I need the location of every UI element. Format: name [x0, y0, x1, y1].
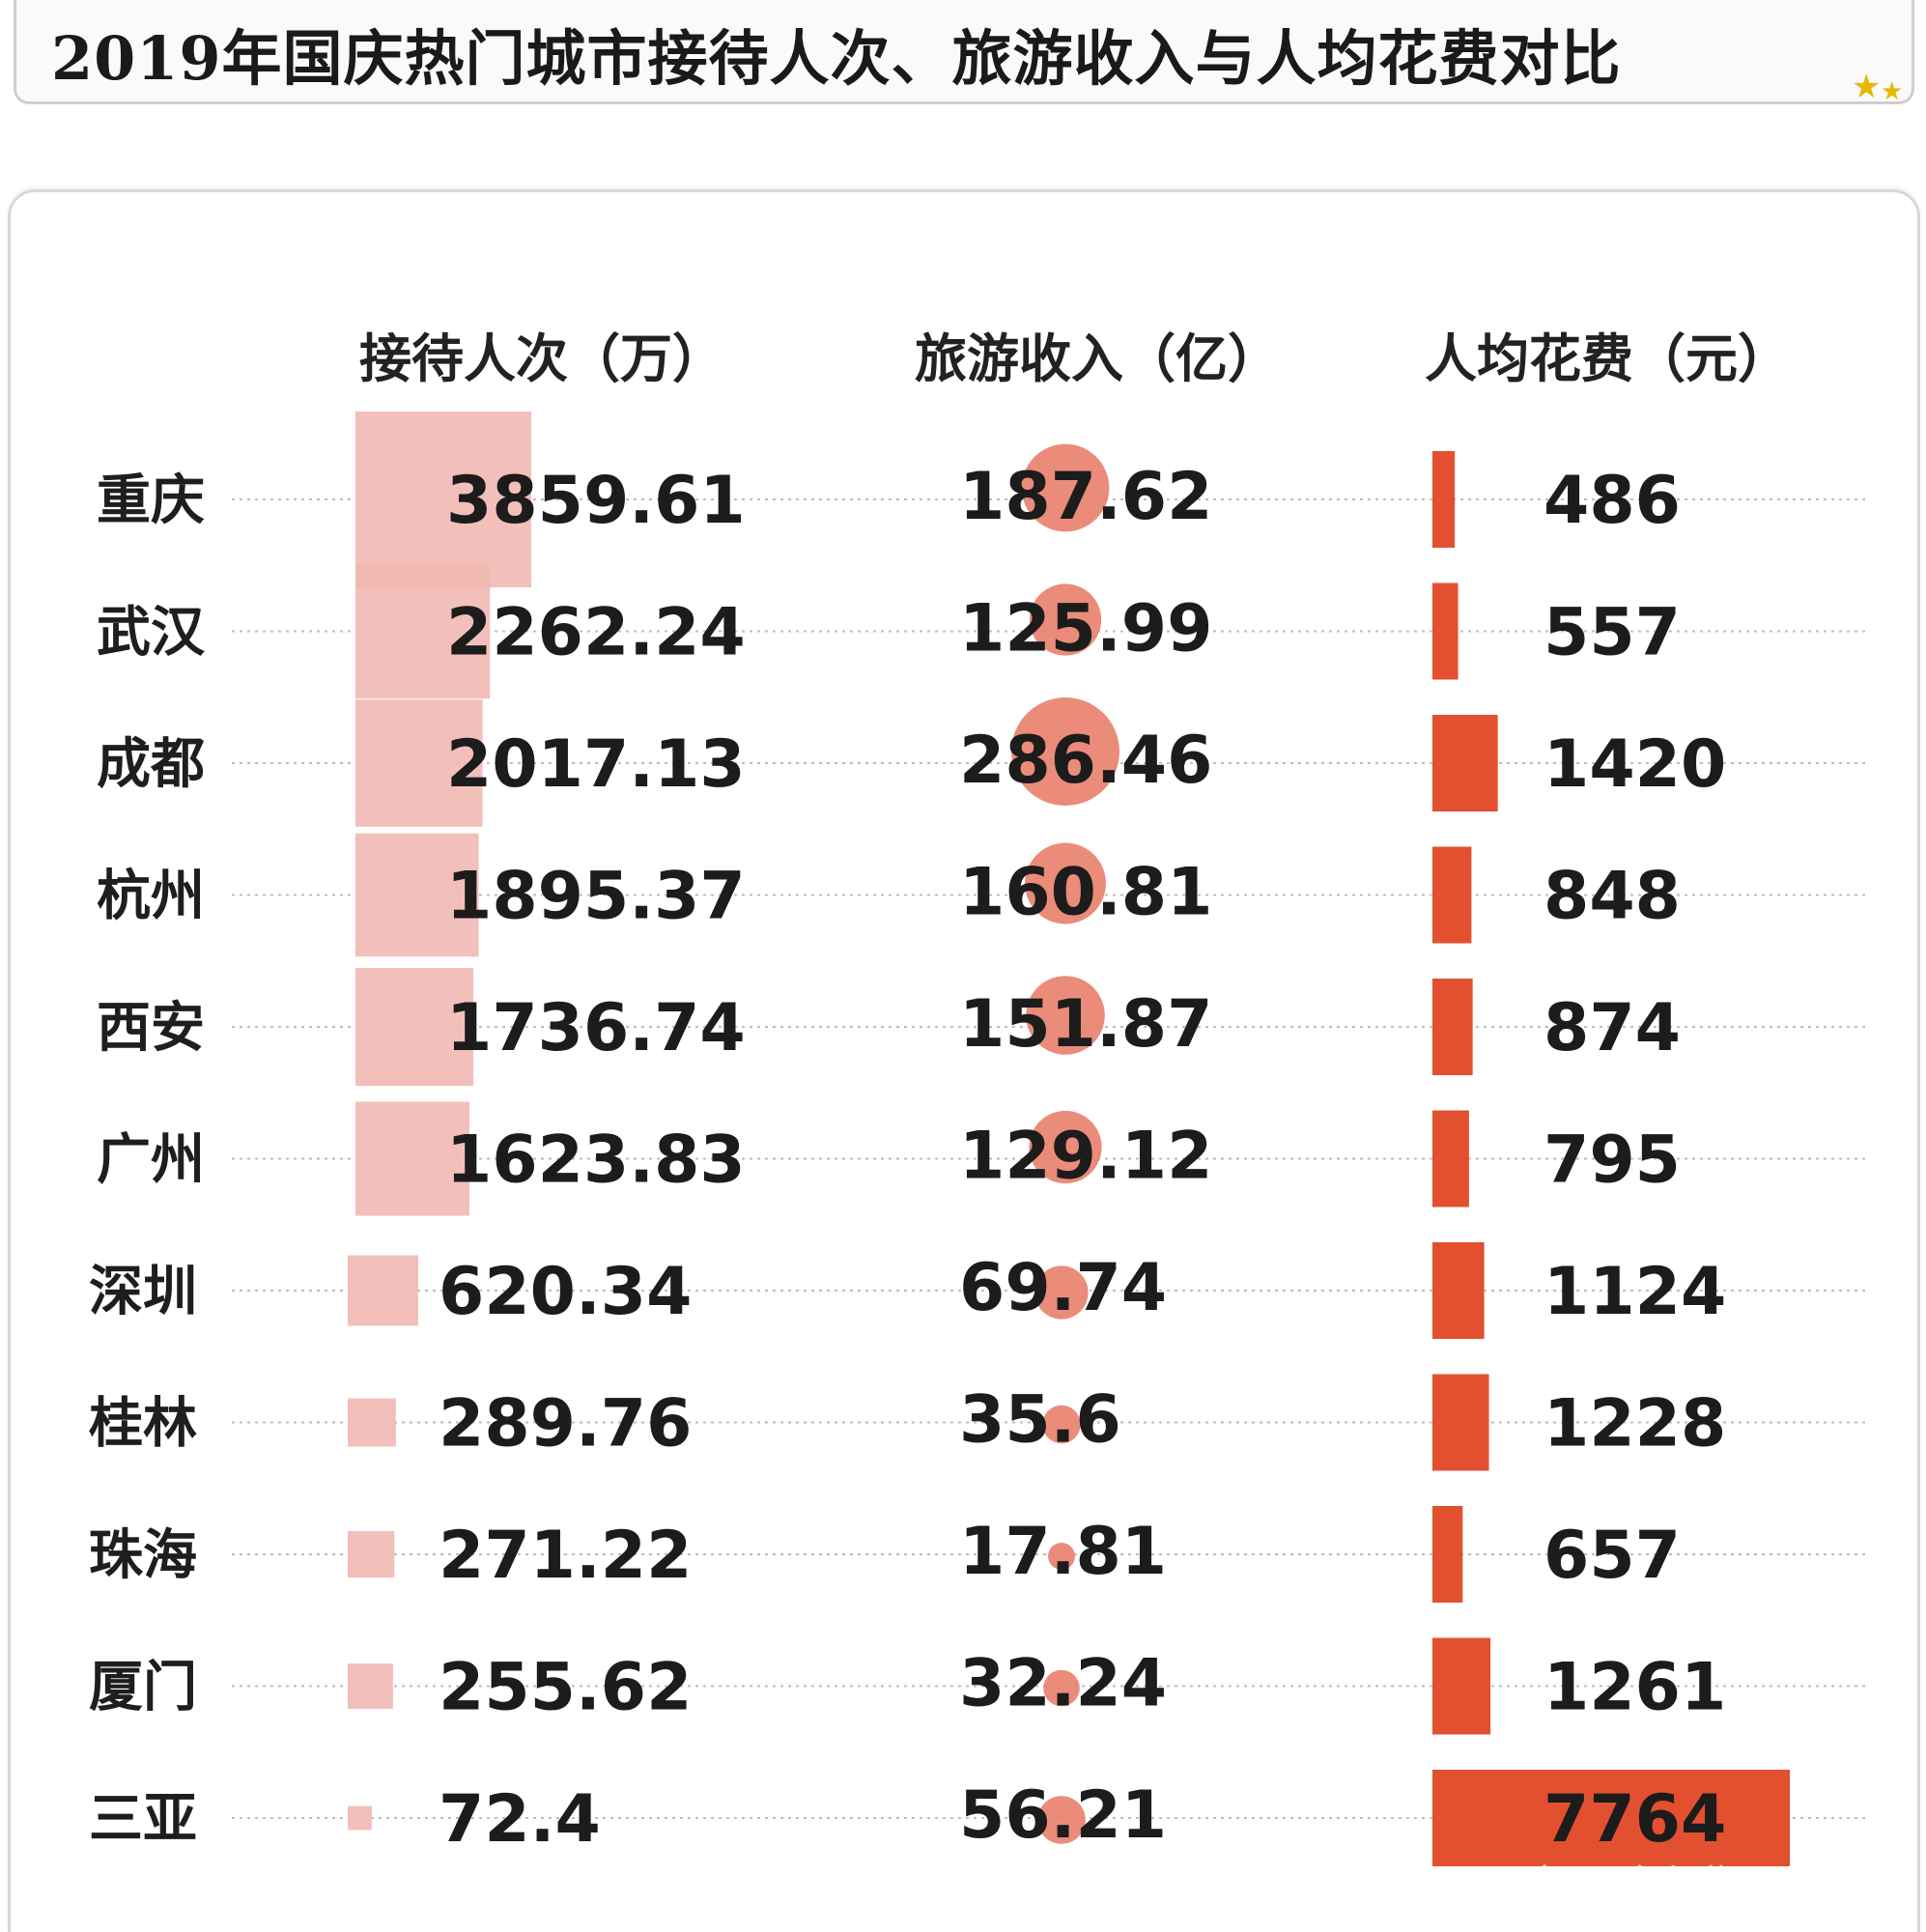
visitors-square — [355, 563, 491, 699]
spending-value: 7764 — [1544, 1781, 1726, 1858]
visitors-square — [355, 967, 474, 1087]
spending-value: 795 — [1544, 1122, 1681, 1199]
column-header: 接待人次（万） — [359, 328, 724, 389]
spending-bar — [1432, 582, 1459, 680]
chart-title: 2019年国庆热门城市接待人次、旅游收入与人均花费对比 — [51, 23, 1622, 94]
spending-value: 557 — [1544, 595, 1681, 671]
visitors-value: 2017.13 — [446, 726, 746, 803]
spending-bar — [1432, 846, 1472, 944]
spending-value: 1261 — [1544, 1650, 1726, 1726]
revenue-value: 17.81 — [959, 1514, 1167, 1590]
star-icon: ★ — [1852, 68, 1882, 106]
spending-value: 1420 — [1544, 726, 1726, 803]
revenue-value: 69.74 — [959, 1250, 1167, 1326]
visitors-value: 289.76 — [439, 1386, 692, 1463]
star-icon: ★ — [1881, 77, 1904, 106]
visitors-square — [355, 833, 479, 957]
spending-bar — [1432, 1506, 1463, 1603]
visitors-square — [348, 1530, 395, 1578]
revenue-circle — [1043, 1669, 1080, 1707]
city-label: 桂林 — [89, 1393, 197, 1456]
chart-panel — [8, 189, 1920, 1932]
visitors-value: 271.22 — [439, 1518, 692, 1594]
revenue-value: 160.81 — [959, 855, 1212, 931]
revenue-circle — [1011, 697, 1119, 806]
revenue-circle — [1042, 1405, 1081, 1444]
city-label: 武汉 — [97, 602, 206, 665]
city-label: 成都 — [97, 733, 205, 796]
visitors-value: 620.34 — [439, 1254, 692, 1330]
city-label: 重庆 — [97, 469, 205, 532]
revenue-value: 35.6 — [959, 1382, 1121, 1459]
visitors-value: 3859.61 — [446, 463, 746, 539]
visitors-value: 1736.74 — [446, 990, 746, 1066]
city-label: 西安 — [97, 997, 205, 1060]
revenue-circle — [1026, 976, 1105, 1055]
city-label: 杭州 — [97, 866, 205, 928]
revenue-value: 56.21 — [959, 1777, 1167, 1854]
visitors-square — [348, 1663, 393, 1709]
column-header: 旅游收入（亿） — [915, 328, 1280, 389]
revenue-value: 187.62 — [959, 459, 1212, 535]
revenue-value: 151.87 — [959, 986, 1212, 1063]
spending-bar — [1432, 451, 1456, 548]
visitors-value: 2262.24 — [446, 595, 746, 671]
revenue-circle — [1034, 1265, 1089, 1320]
spending-bar — [1432, 1637, 1491, 1735]
spending-bar — [1432, 715, 1498, 811]
spending-bar — [1432, 1374, 1489, 1471]
city-label: 珠海 — [89, 1524, 197, 1587]
revenue-circle — [1029, 583, 1102, 656]
city-label: 厦门 — [89, 1657, 197, 1719]
visitors-value: 1895.37 — [446, 859, 746, 935]
spending-bar — [1432, 1110, 1469, 1208]
spending-value: 874 — [1544, 990, 1681, 1066]
visitors-square — [348, 1805, 372, 1831]
spending-bar — [1432, 1242, 1485, 1339]
revenue-circle — [1021, 443, 1110, 532]
revenue-value: 129.12 — [959, 1119, 1212, 1195]
visitors-square — [355, 699, 483, 827]
revenue-circle — [1025, 842, 1106, 924]
visitors-value: 72.4 — [439, 1781, 601, 1858]
revenue-value: 286.46 — [959, 723, 1212, 799]
visitors-square — [348, 1398, 396, 1447]
revenue-circle — [1048, 1543, 1075, 1570]
visitors-value: 255.62 — [439, 1650, 692, 1726]
title-box: 2019年国庆热门城市接待人次、旅游收入与人均花费对比 ★ ★ — [14, 0, 1914, 106]
visitors-square — [355, 412, 531, 587]
spending-bar — [1432, 1770, 1790, 1866]
revenue-circle — [1029, 1110, 1102, 1184]
revenue-value: 125.99 — [959, 591, 1212, 668]
spending-value: 486 — [1544, 463, 1681, 539]
visitors-value: 1623.83 — [446, 1122, 746, 1199]
city-label: 深圳 — [89, 1261, 197, 1323]
revenue-circle — [1037, 1796, 1086, 1844]
visitors-square — [348, 1255, 418, 1326]
column-header: 人均花费（元） — [1425, 328, 1790, 389]
revenue-value: 32.24 — [959, 1646, 1167, 1722]
spending-value: 657 — [1544, 1518, 1681, 1594]
spending-value: 1124 — [1544, 1254, 1726, 1330]
spending-value: 848 — [1544, 859, 1681, 935]
city-label: 广州 — [97, 1129, 205, 1192]
city-label: 三亚 — [89, 1788, 197, 1851]
spending-bar — [1432, 979, 1473, 1075]
watermark: 百家号/咯上哔 — [1487, 1862, 1733, 1907]
spending-value: 1228 — [1544, 1386, 1726, 1463]
visitors-square — [355, 1101, 470, 1216]
